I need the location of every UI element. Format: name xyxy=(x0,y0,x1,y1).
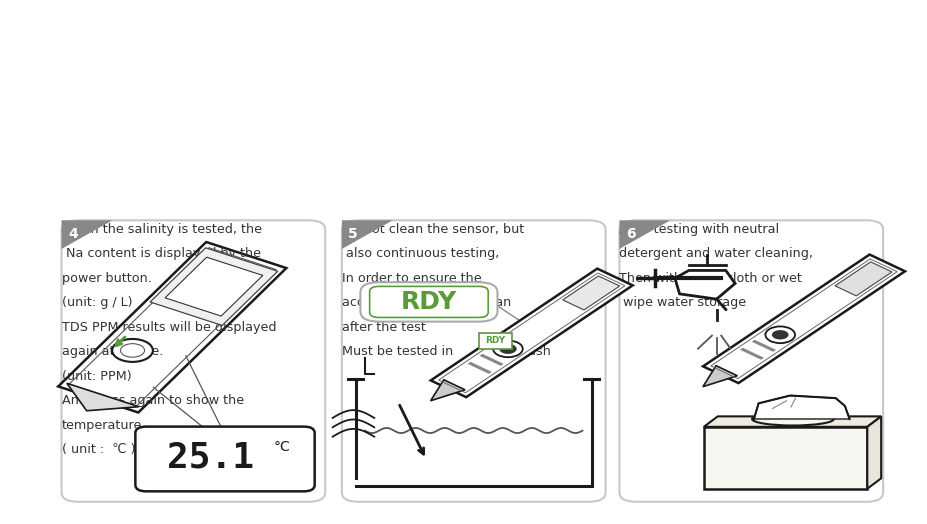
Text: TDS PPM results will be displayed: TDS PPM results will be displayed xyxy=(61,321,275,334)
Text: (unit: PPM): (unit: PPM) xyxy=(61,370,131,383)
Text: When the salinity is tested, the: When the salinity is tested, the xyxy=(61,223,261,236)
Polygon shape xyxy=(67,383,139,411)
Text: Do not clean the sensor, but: Do not clean the sensor, but xyxy=(341,223,524,236)
Polygon shape xyxy=(150,248,277,325)
Polygon shape xyxy=(763,332,787,344)
FancyBboxPatch shape xyxy=(618,220,883,502)
Text: RDY: RDY xyxy=(400,290,457,314)
Text: again at a time.: again at a time. xyxy=(61,345,163,358)
Polygon shape xyxy=(430,380,464,401)
Text: after the test: after the test xyxy=(341,321,425,334)
Polygon shape xyxy=(58,242,286,412)
Text: detergent and water cleaning,: detergent and water cleaning, xyxy=(618,247,813,260)
Polygon shape xyxy=(751,340,775,352)
Text: And press again to show the: And press again to show the xyxy=(61,395,244,407)
Text: temperature.: temperature. xyxy=(61,419,146,432)
Polygon shape xyxy=(674,270,734,299)
Circle shape xyxy=(499,344,515,354)
Polygon shape xyxy=(618,220,669,249)
Polygon shape xyxy=(562,276,619,310)
Text: accuracy of the best clean: accuracy of the best clean xyxy=(341,297,511,309)
Text: (unit: g / L): (unit: g / L) xyxy=(61,297,132,309)
Circle shape xyxy=(121,344,145,357)
FancyBboxPatch shape xyxy=(360,282,497,322)
Text: 5: 5 xyxy=(348,226,358,241)
Bar xyxy=(703,427,867,489)
Polygon shape xyxy=(61,220,112,249)
Text: 6: 6 xyxy=(625,226,635,241)
FancyBboxPatch shape xyxy=(135,427,314,492)
Circle shape xyxy=(112,339,153,362)
Ellipse shape xyxy=(751,412,833,425)
Text: In order to ensure the: In order to ensure the xyxy=(341,272,481,285)
Polygon shape xyxy=(341,220,392,249)
Polygon shape xyxy=(430,269,632,397)
Circle shape xyxy=(492,341,522,357)
Circle shape xyxy=(771,330,788,340)
Polygon shape xyxy=(490,346,515,358)
Circle shape xyxy=(765,326,794,343)
Text: After testing with neutral: After testing with neutral xyxy=(618,223,779,236)
Text: 25.1: 25.1 xyxy=(167,441,254,475)
FancyBboxPatch shape xyxy=(61,220,324,502)
Polygon shape xyxy=(703,255,904,383)
Text: RDY: RDY xyxy=(485,336,505,345)
Polygon shape xyxy=(834,262,891,296)
Text: Then with a soft cloth or wet: Then with a soft cloth or wet xyxy=(618,272,802,285)
Text: ( unit :  ℃ ): ( unit : ℃ ) xyxy=(61,443,135,456)
Text: °C: °C xyxy=(273,440,290,454)
Text: also continuous testing,: also continuous testing, xyxy=(341,247,499,260)
Text: wipe water storage: wipe water storage xyxy=(618,297,745,309)
Polygon shape xyxy=(165,257,262,316)
FancyBboxPatch shape xyxy=(341,220,605,502)
Polygon shape xyxy=(703,417,881,427)
Text: 4: 4 xyxy=(68,226,78,241)
Polygon shape xyxy=(739,348,763,360)
Polygon shape xyxy=(867,417,881,489)
Text: power button.: power button. xyxy=(61,272,151,285)
Polygon shape xyxy=(467,362,491,374)
Text: Must be tested in: Must be tested in xyxy=(341,345,461,358)
Polygon shape xyxy=(702,366,737,387)
Polygon shape xyxy=(753,396,848,419)
FancyBboxPatch shape xyxy=(478,333,512,348)
Polygon shape xyxy=(479,354,503,366)
Text: Na content is displayed by the: Na content is displayed by the xyxy=(61,247,260,260)
Text: flash: flash xyxy=(515,345,550,358)
